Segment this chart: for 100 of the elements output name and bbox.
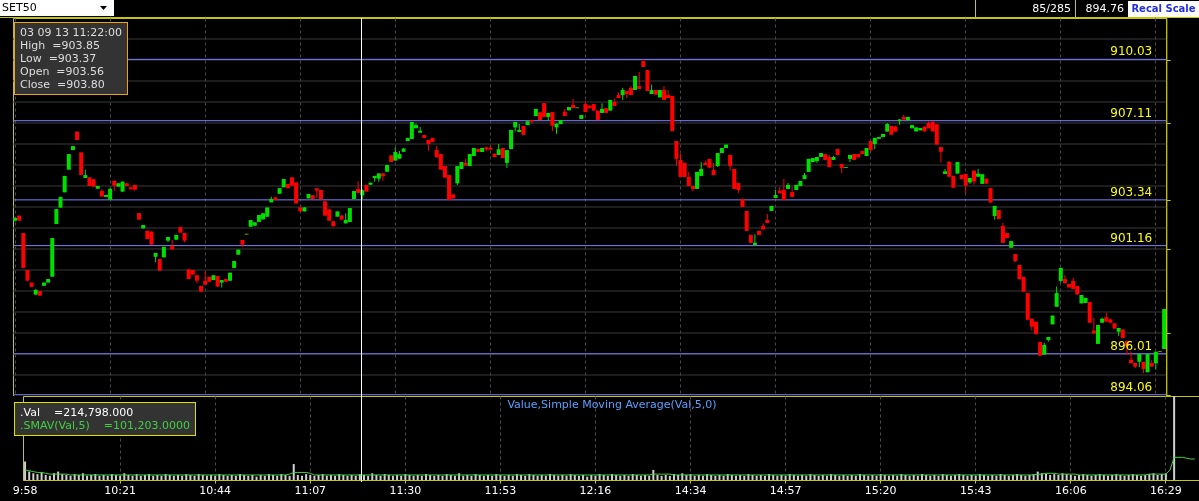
bar [292,464,295,480]
bar [557,475,560,480]
bar [805,475,808,480]
bar [1057,474,1060,480]
bar [28,471,31,480]
bar [606,475,609,480]
chart-title: SET50 [0,0,114,16]
bar [995,475,998,480]
bar [1090,475,1093,480]
x-tick-label: 9:58 [12,484,38,497]
x-tick-label: 12:16 [579,484,612,497]
bar [987,475,990,480]
x-tick-label: 11:07 [294,484,327,497]
bar [763,475,766,480]
bar [722,475,725,480]
bar [1107,475,1109,480]
bar [937,475,940,480]
bar [379,475,382,480]
bar [536,475,539,480]
bar [491,475,494,480]
bar [825,475,828,480]
x-tick-label: 11:30 [389,484,422,497]
bar [69,475,72,480]
bar [160,475,163,480]
bar [181,475,184,480]
bar [524,475,527,480]
bar [309,474,312,480]
bar [966,475,969,480]
bar [152,475,155,480]
bar [412,475,415,480]
bar [656,474,659,480]
y-tick-label: 910.03 [1110,44,1153,59]
bar [453,475,456,480]
bar [65,474,68,480]
bar [854,475,857,480]
bar [896,475,899,480]
bar [668,475,671,480]
bar [1049,474,1052,480]
x-tick-label: 10:44 [199,484,232,497]
annotation: High =903.85 [20,39,100,52]
bar [627,475,630,480]
bar [714,475,717,480]
bar [784,475,787,480]
annotation: 03 09 13 11:22:00 [20,26,122,39]
bar [441,475,444,480]
bar [875,475,878,480]
bar [974,475,977,480]
x-tick-label: 16:29 [1150,484,1182,497]
bar [565,475,568,480]
bar [1156,474,1159,480]
bar [305,474,308,480]
bar [1053,474,1056,480]
x-tick-label: 16:06 [1054,484,1087,497]
bar [776,475,779,480]
bar [817,475,820,480]
bar [234,475,237,480]
bar [325,475,328,480]
bar [296,474,299,480]
y-tick-label: 907.11 [1110,105,1153,120]
bar [32,473,35,480]
bar [470,475,473,480]
bar [929,475,932,480]
bar [908,475,911,480]
bar [247,475,250,480]
annotation: .Val =214,798.000 [20,406,135,419]
bar [276,475,279,480]
text: 894.76 [1075,0,1128,17]
bar [172,475,175,480]
bar [301,475,303,480]
bar [119,475,122,480]
bar [391,475,394,480]
x-tick-label: 14:34 [674,484,707,497]
bar [594,475,597,480]
bar [755,475,758,480]
bar [503,475,506,480]
chart-title: Value,Simple Moving Average(Val,5,0) [507,398,717,411]
bar [916,475,919,480]
bar [313,475,316,480]
bar [193,475,196,480]
y-tick-label: 903.34 [1110,184,1153,199]
x-tick-label: 15:20 [864,484,897,497]
bar [838,475,841,480]
bar [346,475,349,480]
bar [619,475,622,480]
bar [367,475,370,480]
bar [354,475,357,480]
bar [462,475,465,480]
bar [98,475,101,480]
bar [139,475,142,480]
annotation: Low =903.37 [20,52,97,65]
bar [36,474,39,480]
bar [334,475,337,480]
bar [735,475,737,480]
bar [664,474,667,480]
bar [544,475,547,480]
bar [949,475,952,480]
text: Recal Scale [1128,1,1199,17]
bar [577,475,580,480]
bar [648,475,651,480]
y-tick-label: 901.16 [1110,230,1153,245]
